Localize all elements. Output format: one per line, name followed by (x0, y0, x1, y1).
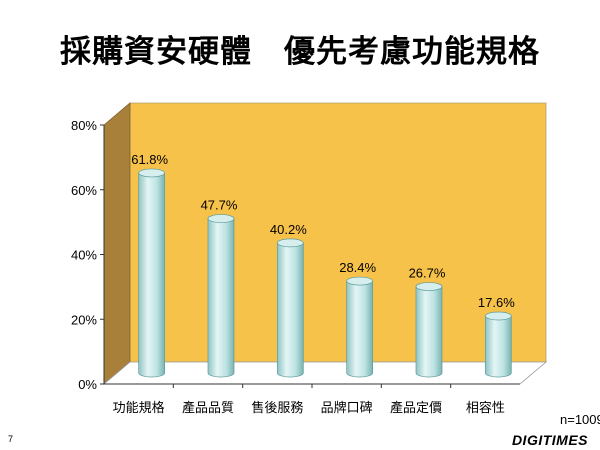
category-label: 產品定價 (390, 400, 442, 416)
bar-top (484, 311, 512, 321)
slide-title: 採購資安硬體 優先考慮功能規格 (60, 34, 540, 70)
bar (138, 168, 166, 378)
y-tick-label: 60% (71, 183, 97, 198)
bar-value-label: 47.7% (201, 198, 238, 213)
bar-top (207, 214, 235, 223)
bar-body (276, 242, 304, 378)
plot-back-wall (129, 102, 547, 363)
bar-top (276, 238, 304, 248)
bar-value-label: 61.8% (131, 152, 168, 167)
bar (484, 311, 512, 378)
brand-logo: DIGITIMES (511, 432, 588, 448)
bar-value-label: 40.2% (270, 222, 307, 237)
plot-floor (102, 361, 548, 385)
category-label: 品牌口碑 (321, 400, 373, 416)
bar-top (346, 276, 374, 286)
bar-value-label: 17.6% (478, 295, 515, 310)
bar-value-label: 28.4% (339, 260, 376, 275)
y-tick-label: 40% (71, 248, 97, 263)
category-label: 功能規格 (113, 400, 165, 416)
bar (207, 214, 235, 378)
bar-body (346, 280, 374, 378)
sample-size-note: n=1009 (560, 412, 600, 427)
plot-side-wall (103, 102, 131, 385)
page-number: 7 (8, 434, 14, 444)
bar (415, 282, 443, 378)
bar-body (484, 315, 512, 378)
bar-top (415, 282, 443, 291)
category-label: 售後服務 (251, 400, 303, 416)
category-label: 相容性 (466, 400, 505, 416)
bar-value-label: 26.7% (409, 266, 446, 281)
bar (346, 276, 374, 378)
bar-body (207, 218, 235, 378)
y-tick-label: 0% (78, 377, 97, 392)
bar-body (415, 286, 443, 378)
y-tick-label: 20% (71, 312, 97, 327)
bar (276, 238, 304, 378)
bar-body (138, 172, 166, 378)
category-label: 產品品質 (182, 400, 234, 416)
bar-top (138, 168, 166, 178)
y-tick-label: 80% (71, 118, 97, 133)
